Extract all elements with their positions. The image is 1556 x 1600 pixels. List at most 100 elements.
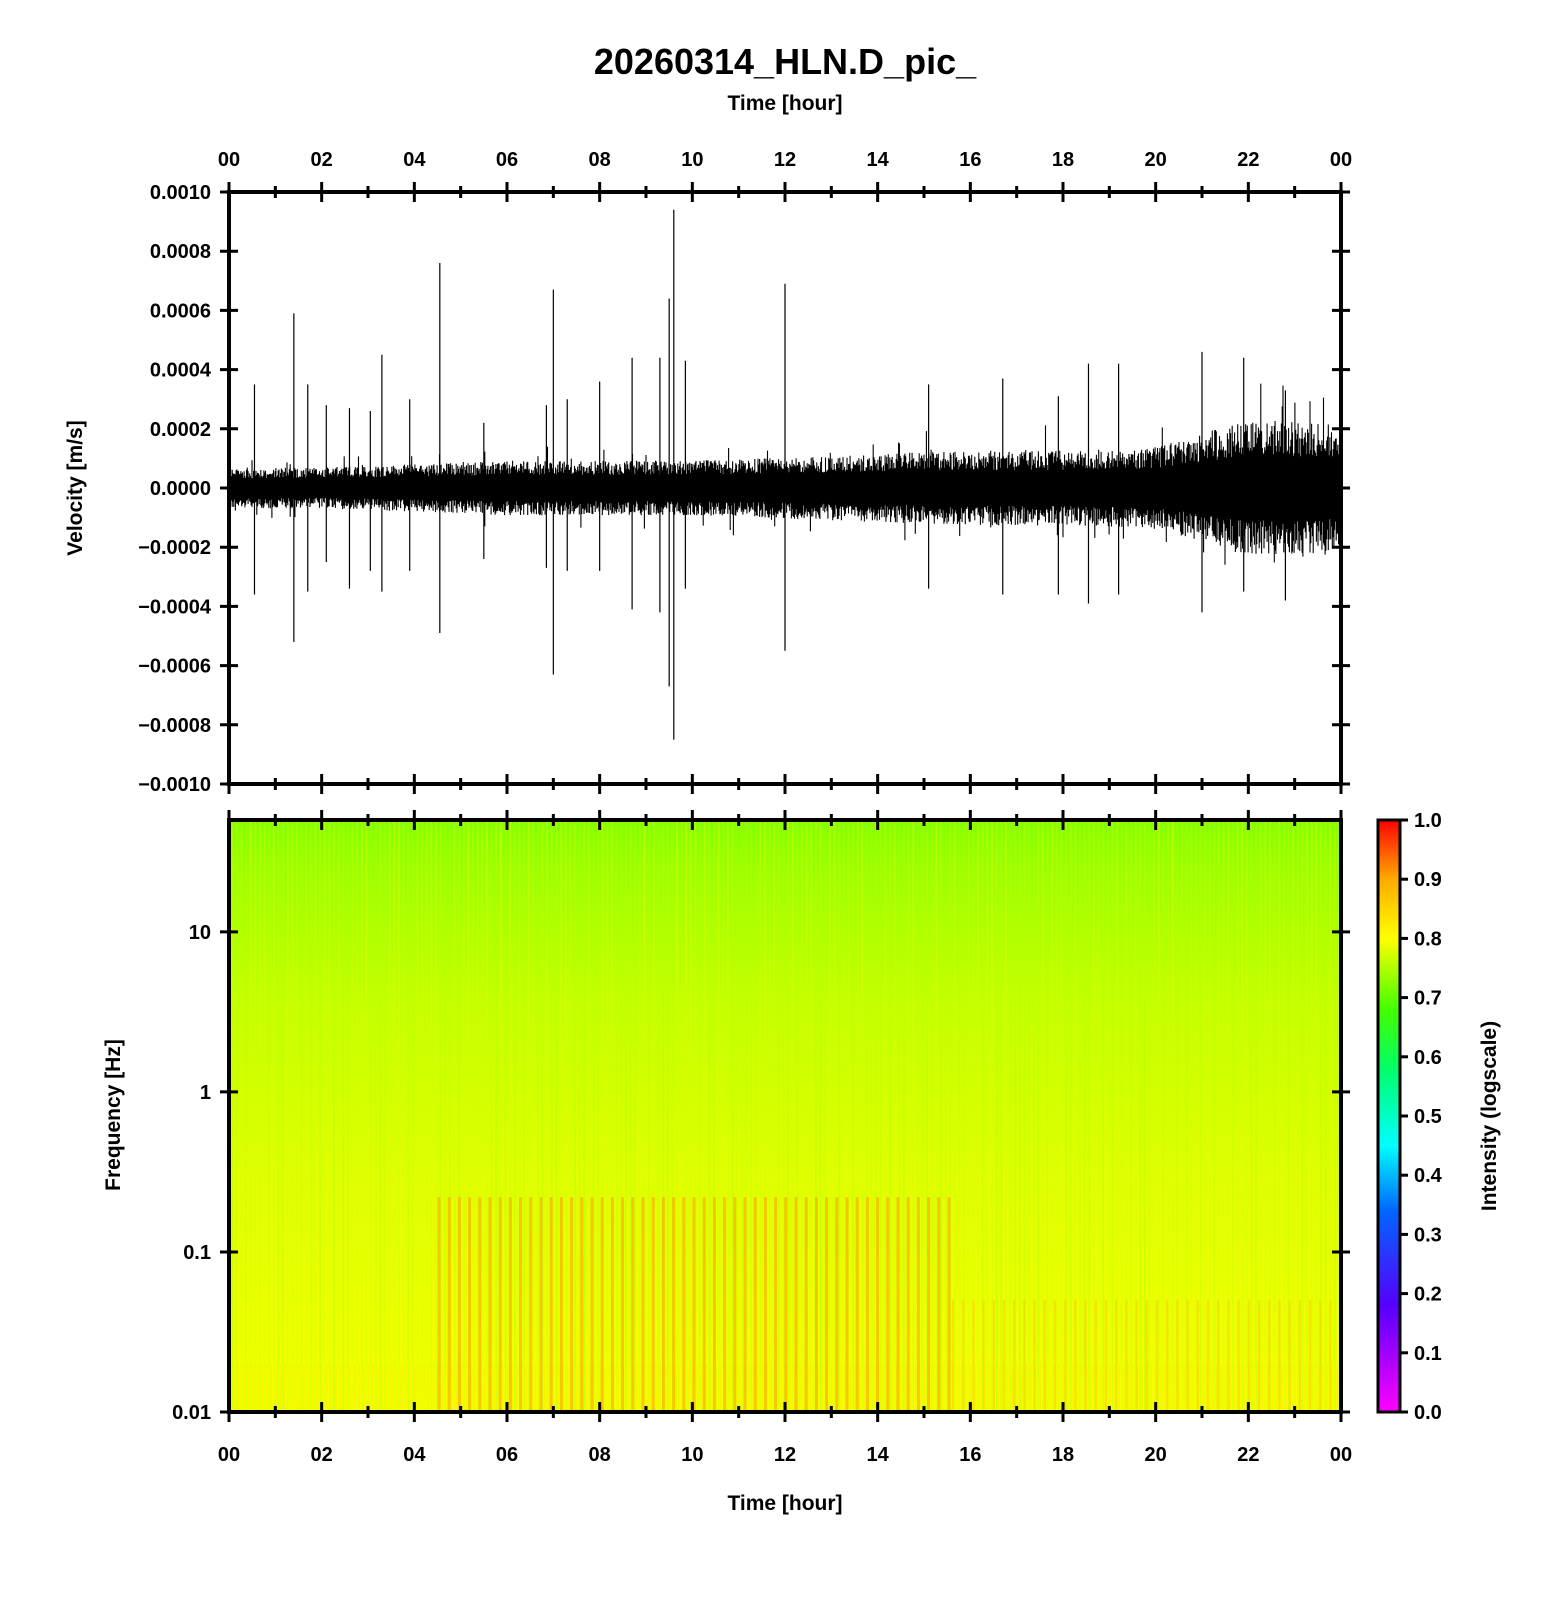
colorbar-scale <box>1378 820 1400 1412</box>
spectrogram-low-stripe <box>576 1363 578 1412</box>
waveform-traces <box>229 209 1341 740</box>
spectrogram-stripe <box>1014 820 1016 1412</box>
spectrogram-stripe <box>750 820 752 1412</box>
spectrogram-band-stripe <box>580 1197 584 1412</box>
spectrogram-stripe <box>741 820 743 1412</box>
spectrogram-stripe <box>569 820 572 1412</box>
spectrogram-stripe <box>486 820 488 1412</box>
spectrogram-stripe <box>1278 820 1281 1412</box>
spectrogram-low-stripe <box>1299 1363 1301 1412</box>
spectrogram-stripe <box>829 820 831 1412</box>
spectrogram-low-stripe <box>349 1363 351 1412</box>
spectrogram-late-stripe <box>1094 1300 1097 1412</box>
spectrogram-low-stripe <box>1331 1363 1333 1412</box>
spectrogram-stripe <box>514 820 516 1412</box>
spectrogram-low-stripe <box>1035 1363 1037 1412</box>
spectrogram-stripe <box>949 820 952 1412</box>
spectrogram-low-stripe <box>1289 1363 1292 1412</box>
bottom-x-axis-label: Time [hour] <box>727 1492 842 1515</box>
spectrogram-stripe <box>912 820 914 1412</box>
spectrogram-low-stripe <box>497 1363 499 1412</box>
spectrogram-low-stripe <box>261 1363 263 1412</box>
spectrogram-low-stripe <box>256 1363 259 1412</box>
spectrogram-low-stripe <box>636 1363 638 1412</box>
spectrogram-stripe <box>523 820 525 1412</box>
spectrogram-stripe <box>546 820 548 1412</box>
spectrogram-stripe <box>1093 820 1095 1412</box>
spectrogram-low-stripe <box>1234 1363 1236 1412</box>
spectrogram-stripe <box>754 820 757 1412</box>
spectrogram-band-stripe <box>519 1197 523 1412</box>
spectrogram-stripe <box>421 820 423 1412</box>
spectrogram-stripe <box>1125 820 1128 1412</box>
colorbar-tick-label: 0.0 <box>1414 1402 1442 1424</box>
spectrogram-stripe <box>333 820 335 1412</box>
spectrogram-stripe <box>629 820 632 1412</box>
spectrogram-stripe <box>305 820 307 1412</box>
spectrogram-low-stripe <box>1229 1363 1232 1412</box>
spectrogram-low-stripe <box>993 1363 995 1412</box>
spectrogram-low-stripe <box>822 1363 824 1412</box>
spectrogram-stripe <box>917 820 919 1412</box>
spectrogram-late-stripe <box>1227 1300 1230 1412</box>
spectrogram-band-stripe <box>590 1197 594 1412</box>
spectrogram-stripe <box>666 820 669 1412</box>
spectrogram-stripe <box>416 820 419 1412</box>
spectrogram-band-stripe <box>733 1197 737 1412</box>
spectrogram-low-stripe <box>474 1363 476 1412</box>
spectrogram-stripe <box>1329 820 1331 1412</box>
spectrogram-stripe <box>963 820 965 1412</box>
spectrogram-stripe <box>1222 820 1225 1412</box>
spectrogram-stripe <box>1116 820 1118 1412</box>
spectrogram-low-stripe <box>1252 1363 1255 1412</box>
spectrogram-low-stripe <box>1062 1363 1065 1412</box>
bottom-x-tick-label: 00 <box>218 1444 240 1466</box>
spectrogram-late-stripe <box>1155 1300 1159 1412</box>
spectrogram-band-stripe <box>876 1197 880 1412</box>
spectrogram-low-stripe <box>395 1363 398 1412</box>
spectrogram-stripe <box>407 820 409 1412</box>
spectrogram-low-stripe <box>965 1363 967 1412</box>
spectrogram-stripe <box>717 820 720 1412</box>
top-x-tick-label: 00 <box>1330 149 1352 171</box>
waveform-y-tick-label: 0.0010 <box>150 182 211 204</box>
spectrogram-low-stripe <box>789 1363 791 1412</box>
spectrogram-stripe <box>490 820 493 1412</box>
spectrogram-stripe <box>495 820 497 1412</box>
spectrogram-stripe <box>944 820 947 1412</box>
spectrogram-band-stripe <box>488 1197 492 1412</box>
spectrogram-low-stripe <box>363 1363 365 1412</box>
spectrogram-low-stripe <box>1206 1363 1208 1412</box>
colorbar: 1.0 0.9 0.8 0.7 0.6 0.5 0.4 0.3 0.2 0.1 0.0 Intens… <box>1376 810 1501 1424</box>
spectrogram-stripe <box>314 820 317 1412</box>
spectrogram-late-stripe <box>1247 1300 1250 1412</box>
spectrogram-stripe <box>708 820 711 1412</box>
spectrogram-stripe <box>1083 820 1086 1412</box>
spectrogram-late-stripe <box>1329 1300 1332 1412</box>
spectrogram-low-stripe <box>803 1363 805 1412</box>
spectrogram-stripe <box>361 820 363 1412</box>
spectrogram-low-stripe <box>1280 1363 1283 1412</box>
spectrogram-band-stripe <box>947 1197 951 1412</box>
spectrogram-stripe <box>500 820 502 1412</box>
spectrogram-low-stripe <box>1243 1363 1245 1412</box>
spectrogram-low-stripe <box>933 1363 935 1412</box>
spectrogram-low-stripe <box>1146 1363 1148 1412</box>
spectrogram-low-stripe <box>585 1363 588 1412</box>
spectrogram-stripe <box>1259 820 1262 1412</box>
spectrogram-low-stripe <box>1127 1363 1130 1412</box>
spectrogram-low-stripe <box>1192 1363 1194 1412</box>
spectrogram-stripe <box>235 820 238 1412</box>
spectrogram-low-stripe <box>1322 1363 1324 1412</box>
spectrogram-low-stripe <box>956 1363 958 1412</box>
spectrogram-band-stripe <box>641 1197 645 1412</box>
spectrogram-stripe <box>583 820 586 1412</box>
spectrogram-band-stripe <box>712 1197 716 1412</box>
spectrogram-stripe <box>551 820 553 1412</box>
spectrogram-late-stripe <box>1125 1300 1128 1412</box>
spectrogram-low-stripe <box>849 1363 852 1412</box>
spectrogram-low-stripe <box>1257 1363 1259 1412</box>
spectrogram-low-stripe <box>715 1363 717 1412</box>
spectrogram-stripe <box>518 820 521 1412</box>
spectrogram-low-stripe <box>988 1363 991 1412</box>
